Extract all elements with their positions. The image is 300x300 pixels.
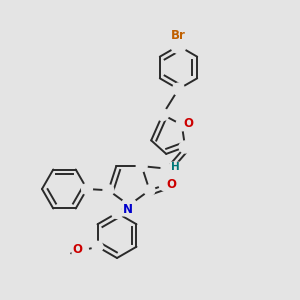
- Circle shape: [77, 245, 88, 256]
- Circle shape: [122, 198, 136, 213]
- Text: O: O: [166, 178, 176, 191]
- Circle shape: [103, 185, 114, 196]
- Circle shape: [176, 119, 188, 131]
- Text: Br: Br: [171, 29, 186, 42]
- Text: O: O: [183, 117, 194, 130]
- Circle shape: [136, 161, 147, 172]
- Circle shape: [76, 244, 88, 256]
- Circle shape: [157, 109, 169, 121]
- Text: H: H: [170, 162, 179, 172]
- Circle shape: [159, 179, 171, 191]
- Circle shape: [172, 83, 184, 95]
- Circle shape: [171, 38, 186, 53]
- Circle shape: [161, 163, 172, 174]
- Circle shape: [82, 184, 92, 194]
- Circle shape: [179, 141, 191, 153]
- Circle shape: [112, 208, 122, 218]
- Circle shape: [92, 241, 103, 252]
- Text: N: N: [122, 203, 133, 216]
- Circle shape: [144, 185, 155, 196]
- Text: O: O: [72, 243, 82, 256]
